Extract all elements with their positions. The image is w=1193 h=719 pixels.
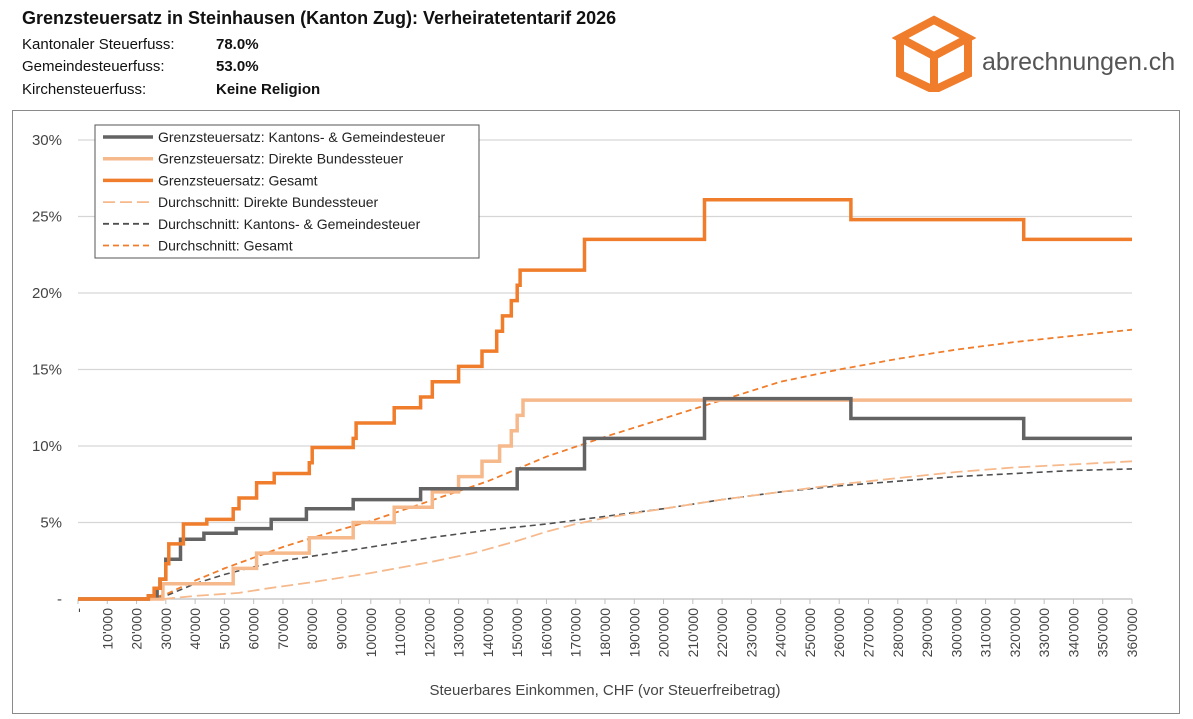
x-tick-label: 20'000 [129,608,145,650]
param-label: Gemeindesteuerfuss: [22,58,165,75]
x-tick-label: 120'000 [421,608,437,658]
series-line-4 [78,468,1133,600]
x-tick-label: 130'000 [451,608,467,658]
y-tick-label: 20% [32,285,62,302]
x-tick-label: 80'000 [304,608,320,650]
x-tick-label: 270'000 [861,608,877,658]
x-tick-label: 280'000 [890,608,906,658]
legend-entry-2: Grenzsteuersatz: Gesamt [158,172,318,188]
x-tick-label: 220'000 [714,608,730,658]
legend-entry-0: Grenzsteuersatz: Kantons- & Gemeindesteu… [158,129,445,145]
chart-title: Grenzsteuersatz in Steinhausen (Kanton Z… [22,8,617,28]
x-tick-label: 230'000 [743,608,759,658]
y-tick-label: 5% [40,515,62,532]
legend-entry-3: Durchschnitt: Direkte Bundessteuer [158,194,379,210]
x-tick-label: 30'000 [158,608,174,650]
x-tick-label: 150'000 [509,608,525,658]
x-tick-label: 240'000 [773,608,789,658]
y-tick-label: 25% [32,209,62,226]
x-tick-label: 100'000 [363,608,379,658]
y-tick-label: 30% [32,132,62,149]
legend-box [94,124,480,259]
param-kantonaler-steuerfuss: Kantonaler Steuerfuss: 78.0% [22,36,259,53]
x-tick-label: 50'000 [216,608,232,650]
x-tick-label: 250'000 [802,608,818,658]
series-line-2 [78,197,1132,601]
x-tick-label: 190'000 [626,608,642,658]
logo-text: abrechnungen.ch [982,48,1176,76]
chart-frame [12,110,1180,714]
param-value: 53.0% [216,58,259,75]
x-tick-label: - [70,608,86,613]
logo: abrechnungen.ch [892,12,1182,92]
x-tick-label: 260'000 [831,608,847,658]
x-tick-label: 60'000 [246,608,262,650]
y-tick-label: 10% [32,438,62,455]
x-tick-label: 210'000 [685,608,701,658]
x-tick-label: 40'000 [187,608,203,650]
param-value: Keine Religion [216,81,321,98]
x-tick-label: 320'000 [1007,608,1023,658]
x-tick-label: 360'000 [1124,608,1140,658]
x-tick-label: 10'000 [99,608,115,650]
x-tick-label: 70'000 [275,608,291,650]
series-line-1 [78,398,1132,601]
x-tick-label: 340'000 [1065,608,1081,658]
x-axis-label: Steuerbares Einkommen, CHF (vor Steuerfr… [430,682,781,699]
x-tick-label: 140'000 [480,608,496,658]
param-kirchensteuerfuss: Kirchensteuerfuss: Keine Religion [22,81,320,98]
x-tick-label: 200'000 [656,608,672,658]
y-tick-label: 15% [32,362,62,379]
legend: Grenzsteuersatz: Kantons- & Gemeindesteu… [94,124,480,259]
legend-entry-5: Durchschnitt: Gesamt [158,238,293,254]
x-tick-label: 290'000 [919,608,935,658]
x-tick-label: 350'000 [1095,608,1111,658]
box-icon [892,15,976,92]
x-tick-label: 110'000 [392,608,408,657]
legend-entry-4: Durchschnitt: Kantons- & Gemeindesteuer [158,216,421,232]
series-line-3 [78,460,1133,600]
legend-entry-1: Grenzsteuersatz: Direkte Bundessteuer [158,151,403,167]
param-value: 78.0% [216,36,259,53]
x-tick-label: 90'000 [334,608,350,650]
x-tick-label: 170'000 [568,608,584,658]
y-tick-label: - [57,591,62,608]
param-label: Kantonaler Steuerfuss: [22,36,175,53]
x-tick-label: 310'000 [978,608,994,658]
x-tick-label: 160'000 [538,608,554,658]
x-tick-label: 330'000 [1036,608,1052,658]
x-tick-label: 300'000 [948,608,964,658]
x-tick-label: 180'000 [597,608,613,658]
param-gemeindesteuerfuss: Gemeindesteuerfuss: 53.0% [22,58,259,75]
param-label: Kirchensteuerfuss: [22,81,147,98]
